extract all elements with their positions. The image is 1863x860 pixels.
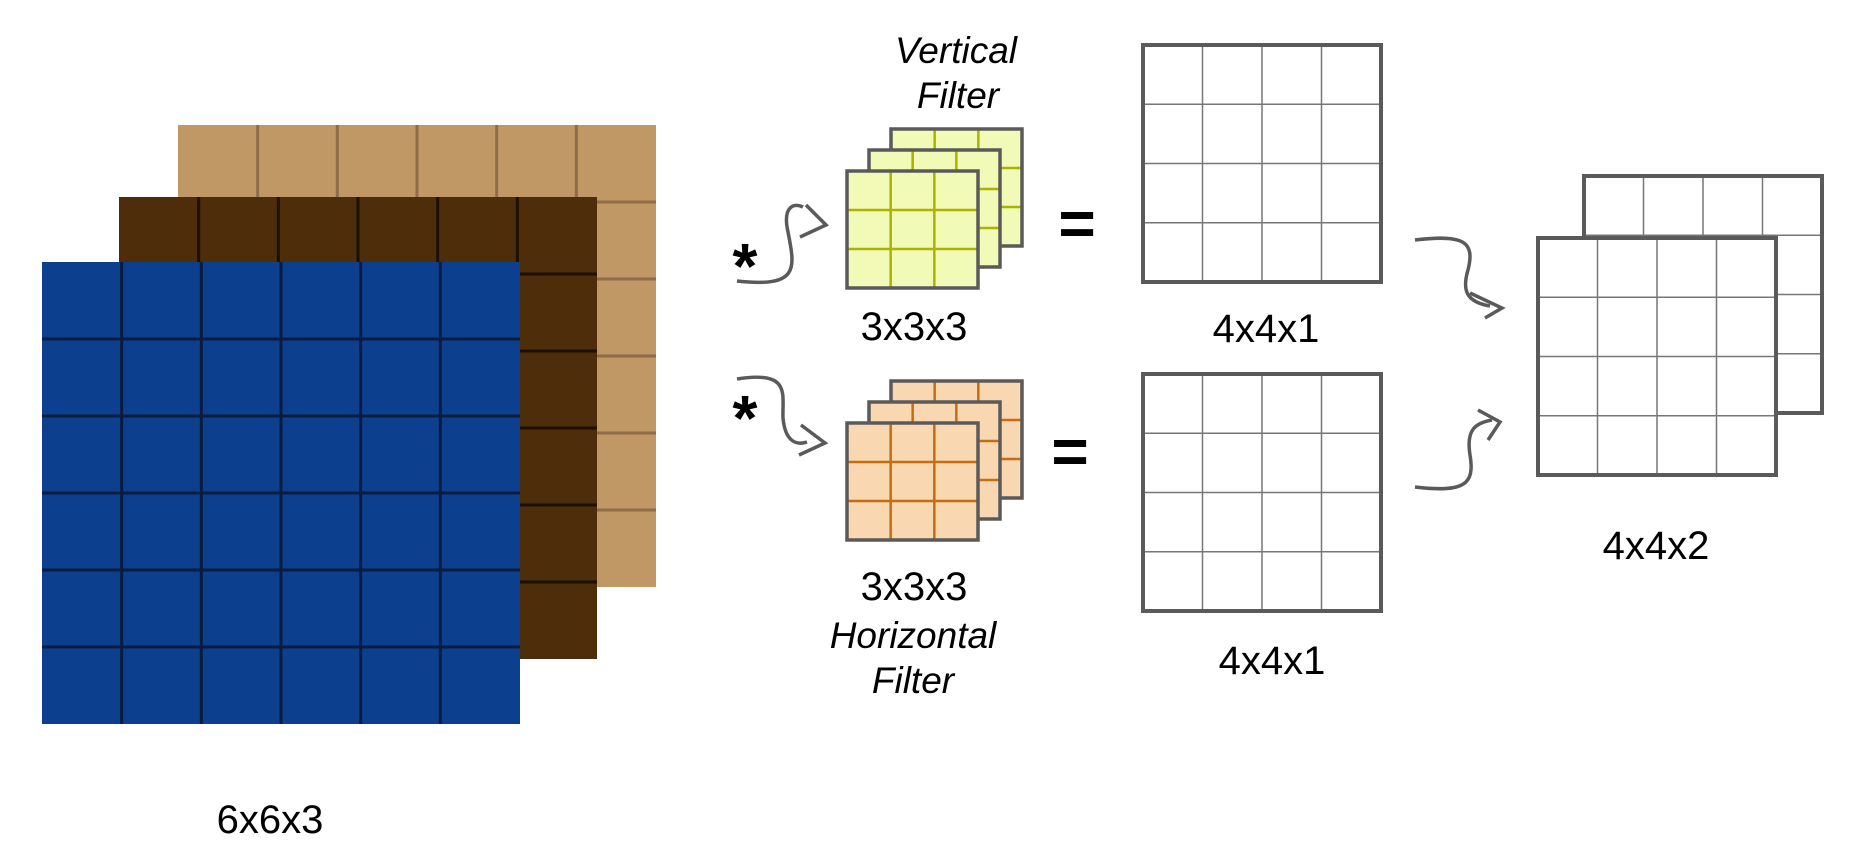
input-volume: 6x6x3 (42, 125, 656, 842)
stacked-output-label: 4x4x2 (1603, 524, 1710, 568)
vertical-filter-title-line2: Filter (917, 75, 1001, 116)
input-channel-front (42, 262, 520, 724)
arrow-head-stack-bottom (1477, 408, 1503, 441)
output-map-horizontal-border (1141, 372, 1383, 613)
horizontal-filter-title-line1: Horizontal (830, 615, 998, 656)
vertical-filter-layer-2-background (847, 171, 978, 288)
horizontal-filter-dims: 3x3x3 (861, 565, 968, 609)
convolution-operator-bottom: * (733, 382, 758, 454)
input-volume-label: 6x6x3 (217, 798, 324, 842)
convolution-operator-top: * (733, 230, 758, 302)
vertical-filter-title-line1: Vertical (895, 30, 1019, 71)
output-map-horizontal (1141, 372, 1383, 613)
vertical-filter-branch: Vertical Filter * 3x3x3 = 4x4x1 (733, 30, 1506, 351)
horizontal-filter-title-line2: Filter (872, 660, 956, 701)
equals-sign-top: = (1058, 187, 1095, 259)
arrow-to-horizontal-filter (736, 375, 808, 445)
horizontal-filter-branch: * 3x3x3 Horizontal Filter = 4x4x1 (733, 372, 1503, 701)
horizontal-filter-layer-2-border (845, 421, 980, 542)
arrow-head-horizontal-filter (798, 423, 829, 457)
arrow-to-vertical-filter (736, 203, 804, 284)
stacked-output-front-border (1536, 236, 1778, 477)
arrow-head-vertical-filter (799, 203, 830, 239)
stacked-output-front-map (1536, 236, 1778, 477)
horizontal-filter-stack (845, 379, 1024, 542)
arrow-to-stack-bottom (1414, 418, 1493, 491)
vertical-filter-stack (845, 127, 1024, 290)
stacked-output-volume: 4x4x2 (1536, 174, 1824, 568)
output-map-vertical-border (1141, 43, 1383, 284)
output-map-vertical (1141, 43, 1383, 284)
arrow-head-stack-top (1469, 291, 1506, 320)
horizontal-filter-layer-2-background (847, 423, 978, 540)
vertical-filter-layer-2-border (845, 169, 980, 290)
output-map-vertical-label: 4x4x1 (1213, 307, 1320, 351)
output-map-horizontal-label: 4x4x1 (1219, 639, 1326, 683)
vertical-filter-dims: 3x3x3 (861, 305, 968, 349)
equals-sign-bottom: = (1051, 415, 1088, 487)
arrow-to-stack-top (1414, 236, 1491, 308)
